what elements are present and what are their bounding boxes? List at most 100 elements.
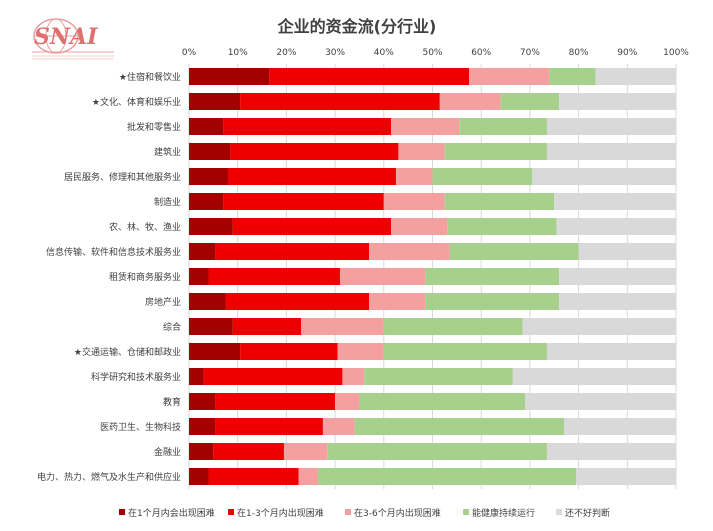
bar-segment xyxy=(546,118,676,135)
bar-segment xyxy=(364,368,513,385)
category-label: ★住宿和餐饮业 xyxy=(119,71,181,83)
bar-segment xyxy=(559,293,676,310)
bar-segment xyxy=(369,243,450,260)
bar-segment xyxy=(215,243,370,260)
bar-segment xyxy=(208,468,299,485)
category-label: 科学研究和技术服务业 xyxy=(91,371,181,383)
category-label: 金融业 xyxy=(154,446,181,458)
bar-segment xyxy=(391,218,448,235)
bar-segment xyxy=(208,268,340,285)
logo: SNAI xyxy=(26,14,126,64)
bar-segment xyxy=(337,343,384,360)
bar-segment xyxy=(556,218,676,235)
category-label: 信息传输、软件和信息技术服务业 xyxy=(46,246,181,258)
bar-segment xyxy=(189,93,241,110)
category-label: 房地产业 xyxy=(145,296,181,308)
bar-segment xyxy=(227,168,396,185)
legend-label: 能健康持续运行 xyxy=(472,507,535,519)
bar-segment xyxy=(215,393,336,410)
bar-segment xyxy=(444,193,555,210)
bar-segment xyxy=(546,143,676,160)
category-label: 建筑业 xyxy=(154,146,181,158)
category-label: ★交通运输、仓储和邮政业 xyxy=(74,346,181,358)
bar-segment xyxy=(391,118,460,135)
category-label: 居民服务、修理和其他服务业 xyxy=(64,171,181,183)
bar-segment xyxy=(546,443,676,460)
x-tick-label: 100% xyxy=(663,48,689,58)
bar-segment xyxy=(339,268,426,285)
bar-segment xyxy=(512,368,676,385)
bar-segment xyxy=(335,393,360,410)
bar-segment xyxy=(223,193,384,210)
x-tick-label: 70% xyxy=(520,48,540,58)
legend-swatch xyxy=(463,509,469,515)
bar-segment xyxy=(269,68,470,85)
bar-segment xyxy=(469,68,550,85)
bar-segment xyxy=(425,268,560,285)
bar-segment xyxy=(189,243,216,260)
bar-segment xyxy=(559,93,676,110)
category-label: 综合 xyxy=(163,321,181,333)
category-labels: ★住宿和餐饮业 ★文化、体育和娱乐业批发和零售业建筑业居民服务、修理和其他服务业制… xyxy=(37,71,181,483)
bar-segment xyxy=(576,468,676,485)
bar-segment xyxy=(301,318,384,335)
bar-segment xyxy=(189,418,216,435)
bar-segment xyxy=(189,318,233,335)
x-tick-label: 20% xyxy=(276,48,296,58)
bar-segment xyxy=(298,468,319,485)
bar-segment xyxy=(213,443,284,460)
bar-segment xyxy=(240,343,338,360)
bar-segment xyxy=(354,418,564,435)
bar-segment xyxy=(189,68,270,85)
category-label: 电力、热力、燃气及水生产和供应业 xyxy=(37,471,181,483)
chart-title: 企业的资金流(分行业) xyxy=(277,17,437,36)
legend-label: 在3-6个月内出现困难 xyxy=(354,507,441,519)
bar-segment xyxy=(189,468,209,485)
legend-label: 在1个月内会出现困难 xyxy=(128,507,215,519)
bar-segment xyxy=(359,393,526,410)
bar-segment xyxy=(189,218,233,235)
bar-segment xyxy=(189,193,224,210)
logo-text: SNAI xyxy=(34,24,98,50)
bar-segment xyxy=(459,118,547,135)
bar-segment xyxy=(546,343,676,360)
bar-segment xyxy=(439,93,501,110)
bar-segment xyxy=(447,218,557,235)
bar-segment xyxy=(395,168,433,185)
bar-segment xyxy=(549,68,596,85)
legend-label: 还不好判断 xyxy=(565,507,610,519)
bar-segment xyxy=(225,293,370,310)
bar-segment xyxy=(232,218,392,235)
x-tick-label: 40% xyxy=(374,48,394,58)
bar-segment xyxy=(563,418,676,435)
bar-segment xyxy=(189,118,224,135)
x-tick-label: 80% xyxy=(569,48,589,58)
bar-segment xyxy=(189,393,216,410)
legend-label: 在1-3个月内出现困难 xyxy=(237,507,324,519)
bar-segment xyxy=(189,143,231,160)
bar-segment xyxy=(369,293,426,310)
bar-segment xyxy=(318,468,577,485)
bar-segment xyxy=(578,243,676,260)
legend-swatch xyxy=(119,509,125,515)
bar-segment xyxy=(559,268,676,285)
legend-swatch xyxy=(556,509,562,515)
x-tick-label: 60% xyxy=(471,48,491,58)
bar-segment xyxy=(327,443,547,460)
bar-segment xyxy=(532,168,676,185)
bar-segment xyxy=(383,193,445,210)
x-tick-label: 0% xyxy=(182,48,197,58)
x-axis-ticks: 0% 10% 20% 30% 40% 50% 60% 70% 80% 90% 100% xyxy=(182,48,689,58)
bar-segment xyxy=(383,343,547,360)
category-label: ★文化、体育和娱乐业 xyxy=(92,96,181,108)
x-tick-label: 50% xyxy=(422,48,442,58)
bar-segment xyxy=(203,368,343,385)
x-tick-label: 30% xyxy=(325,48,345,58)
bar-segment xyxy=(383,318,523,335)
bar-segment xyxy=(215,418,323,435)
bar-segment xyxy=(398,143,445,160)
bar-segment xyxy=(554,193,676,210)
bar-segment xyxy=(189,343,241,360)
bar-segment xyxy=(223,118,392,135)
